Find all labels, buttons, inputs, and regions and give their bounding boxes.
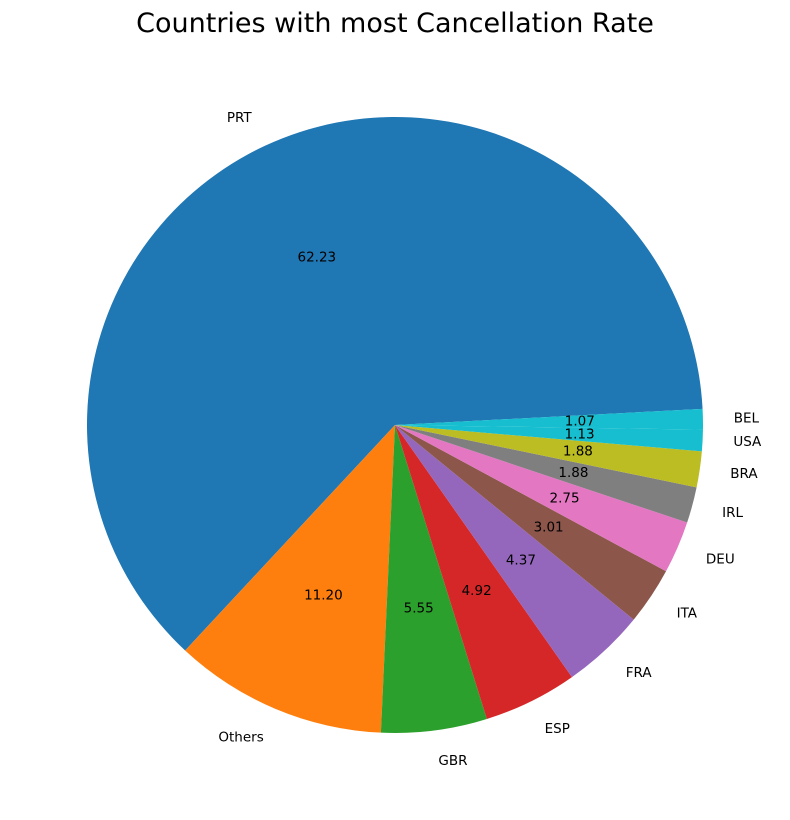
value-label-deu: 2.75 — [550, 490, 580, 506]
pie-slice-others — [185, 425, 395, 733]
pie-slice-gbr — [380, 425, 487, 734]
value-label-ita: 3.01 — [534, 520, 564, 536]
category-label-gbr: GBR — [438, 753, 467, 769]
pie-slice-usa — [395, 425, 703, 452]
pie-slice-esp — [395, 425, 572, 719]
value-label-irl: 1.88 — [558, 465, 588, 481]
category-labels: PRT Others GBR ESP FRA ITA DEU IRL BRA USA BEL — [218, 110, 762, 769]
pie-slices — [87, 117, 704, 734]
category-label-deu: DEU — [706, 552, 735, 568]
pie-slice-deu — [395, 425, 688, 572]
chart-title: Countries with most Cancellation Rate — [136, 8, 654, 39]
pie-slice-ita — [395, 425, 667, 620]
value-label-bel: 1.07 — [565, 414, 595, 430]
value-labels: 62.23 11.20 5.55 4.92 4.37 3.01 2.75 1.88 1.88 1.… — [298, 250, 595, 617]
pie-slice-bra — [395, 425, 702, 488]
value-label-prt: 62.23 — [298, 250, 337, 266]
value-label-esp: 4.92 — [462, 583, 492, 599]
value-label-fra: 4.37 — [506, 552, 536, 568]
category-label-bel: BEL — [734, 411, 760, 427]
pie-slice-irl — [395, 425, 697, 523]
category-label-others: Others — [218, 729, 263, 745]
value-label-usa: 1.13 — [565, 426, 595, 442]
category-label-esp: ESP — [545, 721, 570, 737]
category-label-fra: FRA — [626, 665, 653, 681]
value-label-bra: 1.88 — [563, 444, 593, 460]
pie-slice-bel — [395, 408, 704, 430]
pie-slice-prt — [87, 117, 703, 651]
category-label-bra: BRA — [730, 466, 758, 482]
category-label-ita: ITA — [677, 605, 698, 621]
pie-slice-fra — [395, 425, 634, 678]
category-label-irl: IRL — [722, 505, 743, 521]
value-label-gbr: 5.55 — [404, 600, 434, 616]
value-label-others: 11.20 — [304, 587, 343, 603]
category-label-usa: USA — [733, 434, 762, 450]
category-label-prt: PRT — [227, 110, 253, 126]
